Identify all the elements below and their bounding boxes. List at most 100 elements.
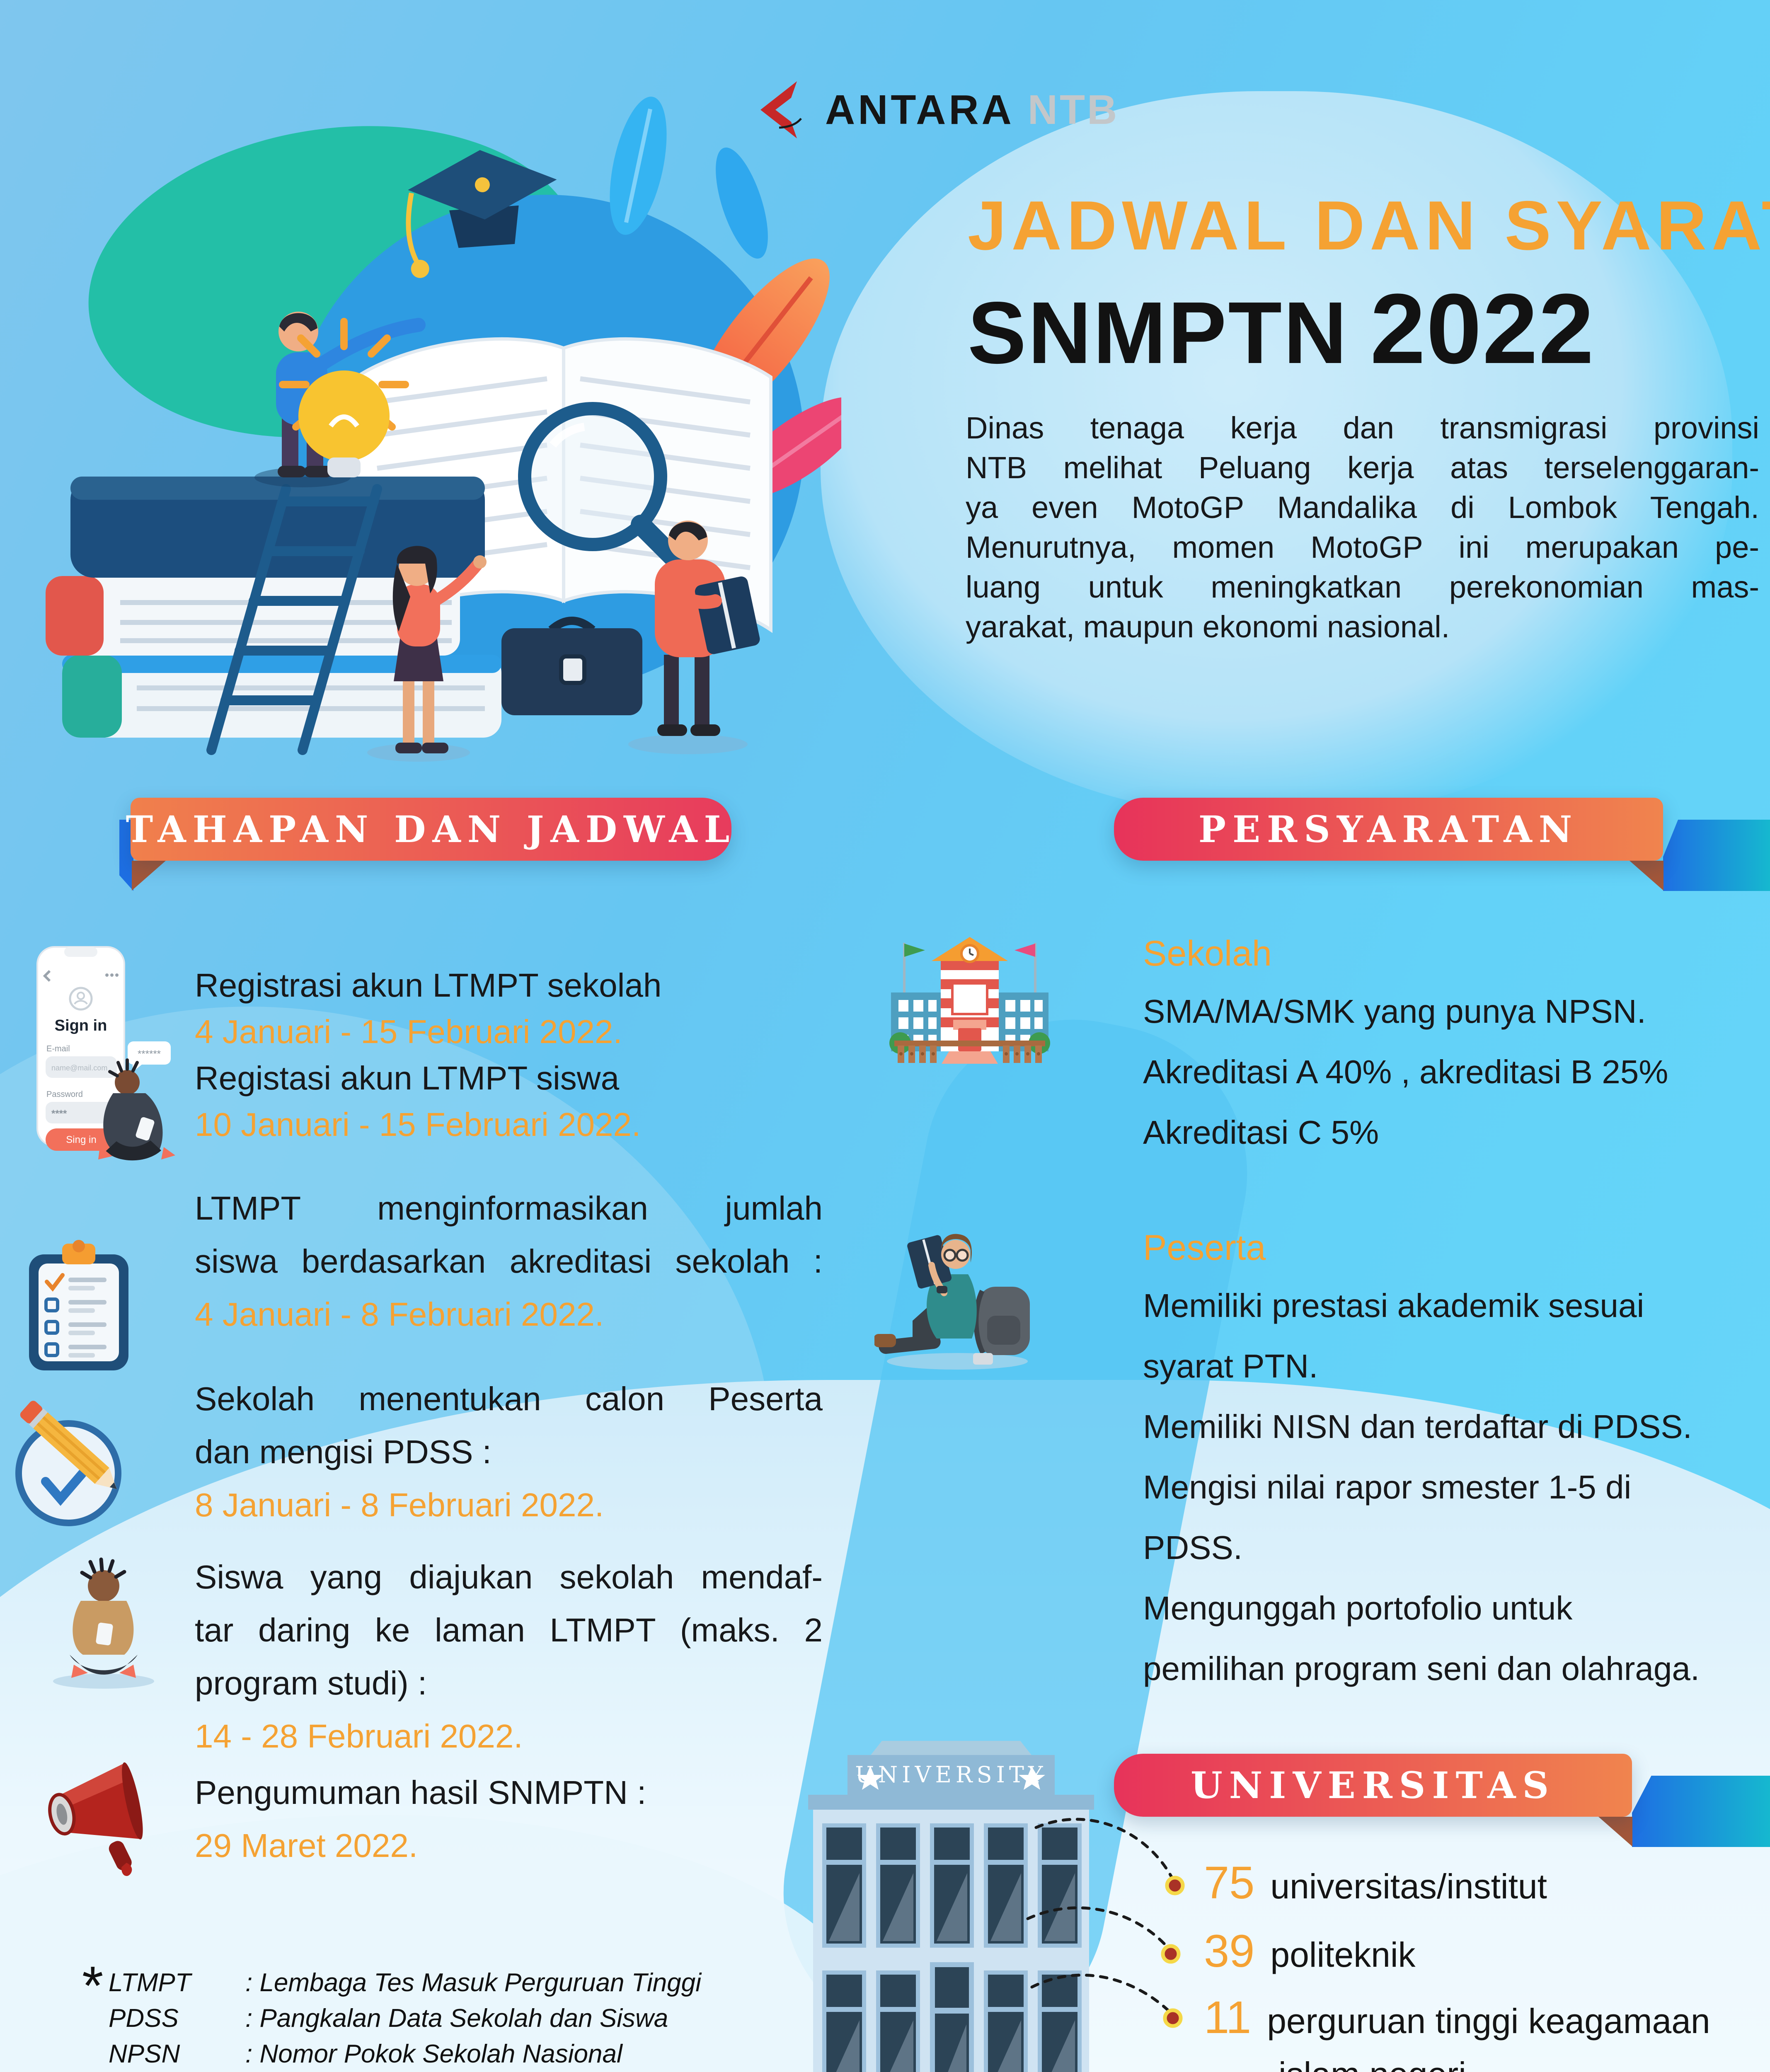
door (930, 1962, 974, 2072)
clipboard-checklist-icon (29, 1240, 128, 1370)
university-count: 75 (1204, 1857, 1255, 1908)
footnote-abbr: PDSS (109, 2004, 179, 2033)
window (822, 1970, 866, 2072)
hero-education-illustration (46, 97, 841, 762)
dashed-connector-lines (1026, 1818, 1185, 2028)
section-heading-peserta: Peserta (1143, 1228, 1266, 1268)
peserta-lines: Memiliki prestasi akademik sesuai syarat… (1143, 1276, 1760, 1699)
bullet-dot (1161, 1876, 1185, 2028)
title-year: 2022 (1370, 273, 1595, 384)
student-reading-icon (874, 1234, 1030, 1370)
footnote-marker: * (82, 1955, 104, 2016)
window (876, 1970, 920, 2072)
intro-line: ya even MotoGP Mandalika di Lombok Tenga… (966, 490, 1759, 525)
banner-label: TAHAPAN DAN JADWAL (126, 808, 736, 851)
schedule-item-5-text: Pengumuman hasil SNMPTN : 29 Maret 2022. (195, 1766, 823, 1872)
page-title-line1: JADWAL DAN SYARAT (968, 186, 1770, 264)
requirement-line: Akreditasi A 40% , akreditasi B 25% (1143, 1053, 1668, 1090)
schedule-date: 10 Januari - 15 Februari 2022. (195, 1106, 641, 1143)
university-item-1: 75 universitas/institut (1204, 1857, 1547, 1909)
university-count: 11 (1204, 1992, 1252, 2043)
footnote-abbr: NPSN (109, 2040, 180, 2068)
ribbon-tail (1663, 820, 1770, 891)
phone-password-value: **** (51, 1108, 67, 1119)
section-banner-persyaratan: PERSYARATAN (1114, 798, 1663, 861)
schedule-line: dan mengisi PDSS : (195, 1433, 492, 1470)
footnote-row: PDSS : Pangkalan Data Sekolah dan Siswa (109, 2001, 701, 2036)
phone-signin-button: Sing in (66, 1134, 96, 1145)
university-sign-text: UNIVERSITY (855, 1762, 1047, 1788)
phone-signin-title: Sign in (55, 1017, 107, 1034)
intro-line: yarakat, maupun ekonomi nasional. (966, 610, 1450, 644)
phone-password-label: Password (46, 1090, 83, 1099)
footnote-desc: : Lembaga Tes Masuk Perguruan Tinggi (245, 1968, 702, 1997)
window (930, 1823, 974, 1948)
requirement-line: Mengunggah portofolio untuk (1143, 1590, 1573, 1627)
phone-signin-icon: Sign in E-mail name@mail.com Password **… (36, 946, 175, 1161)
section-banner-universitas: UNIVERSITAS (1114, 1754, 1632, 1817)
university-item-3: 11 perguruan tinggi keagamaan (1204, 1991, 1710, 2044)
banner-label: PERSYARATAN (1198, 808, 1579, 851)
ribbon-tail (1632, 1776, 1770, 1847)
footnote-row: LTMPT: Lembaga Tes Masuk Perguruan Tingg… (109, 1965, 701, 2001)
section-banner-tahapan: TAHAPAN DAN JADWAL (126, 798, 731, 861)
university-label: politeknik (1270, 1935, 1416, 1974)
ribbon-fold (1630, 861, 1663, 891)
schedule-line: Siswa yang diajukan sekolah mendaf- (195, 1559, 823, 1595)
phone-email-value: name@mail.com (51, 1064, 107, 1072)
window (984, 1970, 1028, 2072)
requirement-line: syarat PTN. (1143, 1348, 1318, 1385)
requirement-line: Akreditasi C 5% (1143, 1114, 1379, 1151)
university-label-cont: islam negeri (1278, 2055, 1466, 2072)
requirement-line: SMA/MA/SMK yang punya NPSN. (1143, 993, 1646, 1030)
title-snmptn: SNMPTN (968, 283, 1349, 382)
schedule-date: 29 Maret 2022. (195, 1827, 418, 1864)
window (876, 1823, 920, 1948)
intro-line: Dinas tenaga kerja dan transmigrasi prov… (966, 411, 1759, 445)
student-sitting-icon (53, 1557, 154, 1689)
requirement-line: Memiliki prestasi akademik sesuai (1143, 1287, 1644, 1324)
megaphone-icon (48, 1762, 143, 1876)
footnote-desc: : Nomor Pokok Sekolah Nasional (245, 2040, 622, 2068)
school-building-icon (889, 937, 1050, 1064)
window (984, 1823, 1028, 1948)
schedule-line: tar daring ke laman LTMPT (maks. 2 (195, 1612, 823, 1648)
pencil-check-icon (15, 1401, 121, 1526)
window (822, 1823, 866, 1948)
logo-text: ANTARA (825, 86, 1015, 133)
schedule-date: 4 Januari - 8 Februari 2022. (195, 1296, 604, 1333)
intro-line: Menurutnya, momen MotoGP ini merupakan p… (966, 530, 1759, 564)
banner-label: UNIVERSITAS (1190, 1764, 1556, 1807)
footnotes-list: LTMPT: Lembaga Tes Masuk Perguruan Tingg… (109, 1965, 701, 2072)
requirement-line: pemilihan program seni dan olahraga. (1143, 1650, 1700, 1687)
schedule-line: siswa berdasarkan akreditasi sekolah : (195, 1243, 823, 1280)
section-heading-sekolah: Sekolah (1143, 934, 1272, 973)
page-title-line2: SNMPTN 2022 (968, 271, 1595, 386)
requirement-line: Mengisi nilai rapor smester 1-5 di (1143, 1469, 1632, 1506)
schedule-date: 14 - 28 Februari 2022. (195, 1718, 523, 1755)
requirement-line: Memiliki NISN dan terdaftar di PDSS. (1143, 1408, 1692, 1445)
requirement-line: PDSS. (1143, 1529, 1243, 1566)
schedule-line: Registrasi akun LTMPT sekolah (195, 967, 662, 1004)
schedule-line: program studi) : (195, 1665, 427, 1702)
schedule-item-4-text: Siswa yang diajukan sekolah mendaf- tar … (195, 1551, 823, 1763)
schedule-item-2-text: LTMPT menginformasikan jumlah siswa berd… (195, 1182, 823, 1341)
phone-bubble-text: ****** (138, 1048, 161, 1060)
footnote-desc: : Pangkalan Data Sekolah dan Siswa (245, 2004, 668, 2033)
intro-paragraph: Dinas tenaga kerja dan transmigrasi prov… (966, 408, 1759, 647)
university-label: perguruan tinggi keagamaan (1267, 2002, 1710, 2041)
university-item-2: 39 politeknik (1204, 1925, 1416, 1978)
schedule-line: Pengumuman hasil SNMPTN : (195, 1774, 646, 1811)
sekolah-lines: SMA/MA/SMK yang punya NPSN. Akreditasi A… (1143, 981, 1760, 1163)
university-label: universitas/institut (1270, 1867, 1547, 1906)
phone-email-label: E-mail (46, 1044, 70, 1053)
schedule-line: Registasi akun LTMPT siswa (195, 1060, 620, 1097)
logo-region-text: NTB (1027, 86, 1119, 133)
schedule-date: 8 Januari - 8 Februari 2022. (195, 1486, 604, 1523)
schedule-date: 4 Januari - 15 Februari 2022. (195, 1013, 622, 1050)
ribbon-fold (1598, 1817, 1632, 1847)
antara-ntb-logo: ANTARA NTB (752, 79, 1119, 141)
schedule-line: Sekolah menentukan calon Peserta (195, 1380, 823, 1417)
university-count: 39 (1204, 1926, 1255, 1977)
